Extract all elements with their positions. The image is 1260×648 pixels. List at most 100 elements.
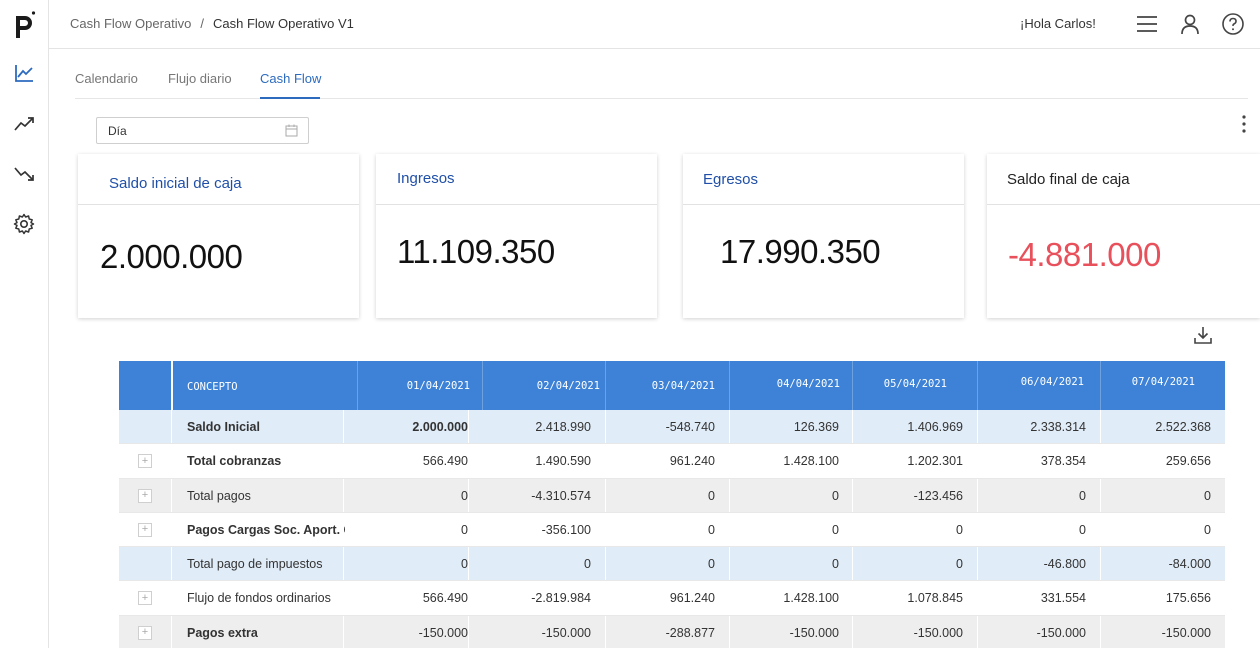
- table-row: + Flujo de fondos ordinarios 566.490 -2.819…: [119, 581, 1225, 616]
- table-cell: 0: [1079, 522, 1086, 537]
- card-value-negative: -4.881.000: [1008, 236, 1161, 273]
- more-options-icon[interactable]: [1236, 113, 1252, 135]
- table-cell: 0: [461, 488, 468, 503]
- table-cell: 1.078.845: [907, 591, 963, 606]
- view-tabs: Calendario Flujo diario Cash Flow: [75, 58, 1248, 99]
- trending-up-icon[interactable]: [11, 111, 37, 137]
- cash-flow-table: CONCEPTO 01/04/2021 02/04/2021 03/04/202…: [119, 361, 1225, 648]
- trending-down-icon[interactable]: [11, 161, 37, 187]
- column-divider: [605, 547, 606, 581]
- column-divider: [852, 478, 853, 512]
- table-cell: 0: [832, 522, 839, 537]
- header-concepto: CONCEPTO: [187, 380, 238, 393]
- column-divider: [468, 410, 469, 444]
- table-cell: -150.000: [913, 625, 963, 640]
- period-select[interactable]: Día: [96, 117, 309, 144]
- header-divider: [482, 361, 483, 410]
- table-cell: 0: [832, 488, 839, 503]
- column-divider: [852, 547, 853, 581]
- card-title: Saldo inicial de caja: [109, 175, 242, 192]
- table-cell: -84.000: [1168, 557, 1211, 572]
- card-title: Saldo final de caja: [1007, 171, 1130, 188]
- table-cell: 0: [708, 488, 715, 503]
- card-saldo-final: Saldo final de caja -4.881.000: [987, 154, 1260, 318]
- header-divider: [852, 361, 853, 410]
- column-divider: [1100, 547, 1101, 581]
- header-date: 02/04/2021: [536, 379, 600, 392]
- table-cell: -4.310.574: [531, 488, 591, 503]
- table-cell: 2.418.990: [535, 420, 591, 434]
- help-icon[interactable]: [1220, 11, 1246, 37]
- column-divider: [729, 615, 730, 648]
- header-date: 05/04/2021: [883, 377, 947, 390]
- menu-icon[interactable]: [1134, 11, 1160, 37]
- expand-row-icon[interactable]: +: [138, 454, 152, 469]
- expand-row-icon[interactable]: +: [138, 625, 152, 640]
- column-divider: [343, 478, 344, 512]
- table-row: + Total cobranzas 566.490 1.490.590 961.240 1…: [119, 444, 1225, 479]
- table-cell: -123.456: [913, 488, 963, 503]
- column-divider: [729, 410, 730, 444]
- table-cell: 566.490: [422, 454, 468, 469]
- top-header: Cash Flow Operativo / Cash Flow Operativ…: [49, 0, 1260, 49]
- table-cell: -150.000: [418, 625, 468, 640]
- gear-icon[interactable]: [11, 211, 37, 237]
- user-greeting: ¡Hola Carlos!: [1020, 16, 1096, 31]
- expand-row-icon[interactable]: +: [138, 488, 152, 503]
- tab-calendario[interactable]: Calendario: [75, 71, 138, 86]
- table-cell: 0: [1204, 488, 1211, 503]
- app-logo[interactable]: [12, 8, 38, 40]
- table-cell: 259.656: [1165, 454, 1211, 469]
- table-cell: 2.522.368: [1155, 420, 1211, 434]
- card-divider: [683, 204, 964, 205]
- breadcrumb: Cash Flow Operativo / Cash Flow Operativ…: [70, 16, 354, 31]
- card-divider: [987, 204, 1260, 205]
- table-cell: 175.656: [1165, 591, 1211, 606]
- table-cell: -150.000: [1161, 625, 1211, 640]
- column-divider: [1100, 615, 1101, 648]
- column-divider: [171, 547, 172, 581]
- table-cell: -2.819.984: [531, 591, 591, 606]
- table-row: Saldo Inicial 2.000.000 2.418.990 -548.740 1…: [119, 410, 1225, 445]
- breadcrumb-item-parent[interactable]: Cash Flow Operativo: [70, 16, 192, 31]
- table-cell: 2.000.000: [412, 420, 468, 434]
- table-cell: 566.490: [422, 591, 468, 606]
- column-divider: [729, 478, 730, 512]
- column-divider: [977, 410, 978, 444]
- table-cell: 0: [1079, 488, 1086, 503]
- table-cell: 1.428.100: [783, 591, 839, 606]
- tab-cash-flow[interactable]: Cash Flow: [260, 71, 322, 86]
- column-divider: [1100, 410, 1101, 444]
- row-label: Saldo Inicial: [187, 420, 260, 434]
- column-divider: [343, 410, 344, 444]
- expand-row-icon[interactable]: +: [138, 591, 152, 606]
- table-cell: 961.240: [669, 454, 715, 469]
- table-cell: -150.000: [541, 625, 591, 640]
- table-cell: -150.000: [789, 625, 839, 640]
- header-date: 04/04/2021: [776, 377, 840, 390]
- table-cell: -288.877: [665, 625, 715, 640]
- column-divider: [977, 547, 978, 581]
- table-row: + Total pagos 0 -4.310.574 0 0 -123.456 0 0: [119, 478, 1225, 513]
- column-divider: [343, 615, 344, 648]
- line-chart-icon[interactable]: [11, 60, 37, 86]
- header-divider: [357, 361, 358, 410]
- table-cell: 126.369: [793, 420, 839, 434]
- table-cell: -356.100: [541, 522, 591, 537]
- table-cell: 0: [461, 557, 468, 572]
- table-row: + Pagos extra -150.000 -150.000 -288.877 -150…: [119, 615, 1225, 648]
- expand-row-icon[interactable]: +: [138, 522, 152, 537]
- table-cell: 0: [832, 557, 839, 572]
- table-cell: -46.800: [1043, 557, 1086, 572]
- download-icon[interactable]: [1192, 324, 1214, 346]
- row-label: Pagos extra: [187, 625, 258, 640]
- user-icon[interactable]: [1177, 11, 1203, 37]
- table-cell: 2.338.314: [1030, 420, 1086, 434]
- row-label: Total pago de impuestos: [187, 557, 323, 572]
- period-select-value: Día: [108, 124, 127, 138]
- table-body: Saldo Inicial 2.000.000 2.418.990 -548.740 1…: [119, 410, 1225, 648]
- column-divider: [729, 547, 730, 581]
- row-label: Total cobranzas: [187, 454, 282, 469]
- tab-flujo-diario[interactable]: Flujo diario: [168, 71, 232, 86]
- card-value: 2.000.000: [100, 238, 243, 275]
